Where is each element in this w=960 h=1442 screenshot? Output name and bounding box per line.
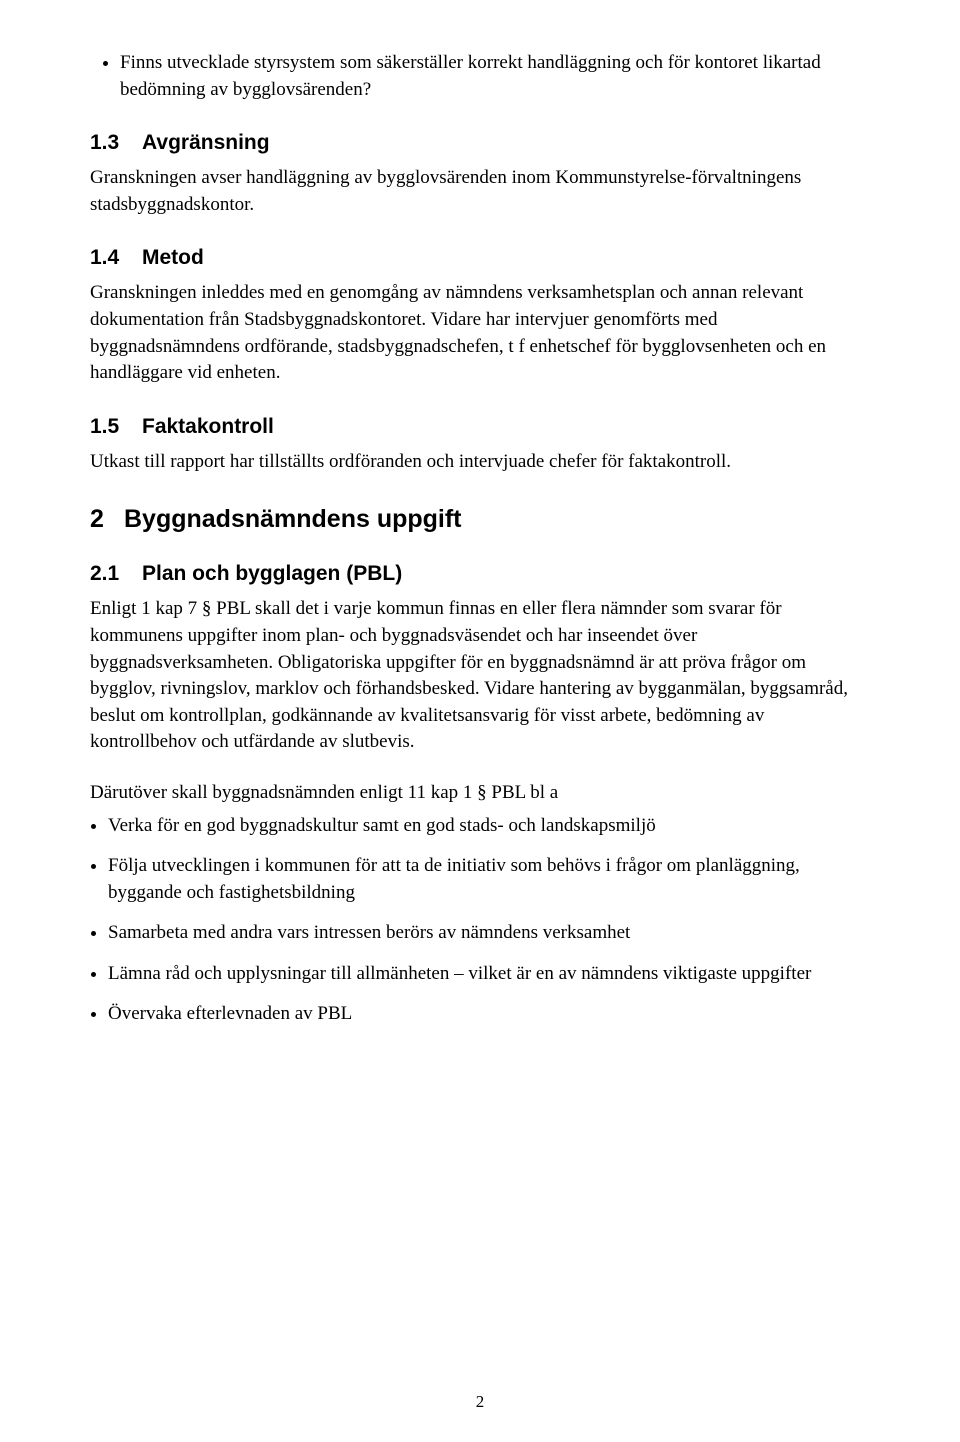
- paragraph-1-4: Granskningen inleddes med en genomgång a…: [90, 280, 870, 386]
- heading-2: 2Byggnadsnämndens uppgift: [90, 505, 870, 534]
- heading-1-4: 1.4Metod: [90, 246, 870, 270]
- top-bullet-item: Finns utvecklade styrsystem som säkerstä…: [120, 50, 870, 103]
- heading-title: Metod: [142, 246, 204, 269]
- page: Finns utvecklade styrsystem som säkerstä…: [0, 0, 960, 1442]
- heading-title: Plan och bygglagen (PBL): [142, 562, 402, 585]
- paragraph-2-1-a: Enligt 1 kap 7 § PBL skall det i varje k…: [90, 596, 870, 756]
- heading-number: 2: [90, 505, 124, 534]
- heading-number: 1.5: [90, 415, 142, 439]
- page-number: 2: [0, 1392, 960, 1412]
- heading-1-3: 1.3Avgränsning: [90, 131, 870, 155]
- list-item: Lämna råd och upplysningar till allmänhe…: [108, 961, 870, 988]
- heading-2-1: 2.1Plan och bygglagen (PBL): [90, 562, 870, 586]
- heading-number: 1.4: [90, 246, 142, 270]
- list-item: Verka för en god byggnadskultur samt en …: [108, 813, 870, 840]
- paragraph-1-3: Granskningen avser handläggning av byggl…: [90, 165, 870, 218]
- heading-title: Avgränsning: [142, 131, 270, 154]
- heading-number: 2.1: [90, 562, 142, 586]
- heading-number: 1.3: [90, 131, 142, 155]
- list-item: Övervaka efterlevnaden av PBL: [108, 1001, 870, 1028]
- heading-title: Faktakontroll: [142, 415, 274, 438]
- top-bullet-list: Finns utvecklade styrsystem som säkerstä…: [90, 50, 870, 103]
- pbl-bullet-list: Verka för en god byggnadskultur samt en …: [90, 813, 870, 1029]
- list-item: Samarbeta med andra vars intressen berör…: [108, 920, 870, 947]
- paragraph-2-1-b: Därutöver skall byggnadsnämnden enligt 1…: [90, 780, 870, 807]
- paragraph-1-5: Utkast till rapport har tillställts ordf…: [90, 449, 870, 476]
- heading-title: Byggnadsnämndens uppgift: [124, 505, 462, 533]
- list-item: Följa utvecklingen i kommunen för att ta…: [108, 853, 870, 906]
- heading-1-5: 1.5Faktakontroll: [90, 415, 870, 439]
